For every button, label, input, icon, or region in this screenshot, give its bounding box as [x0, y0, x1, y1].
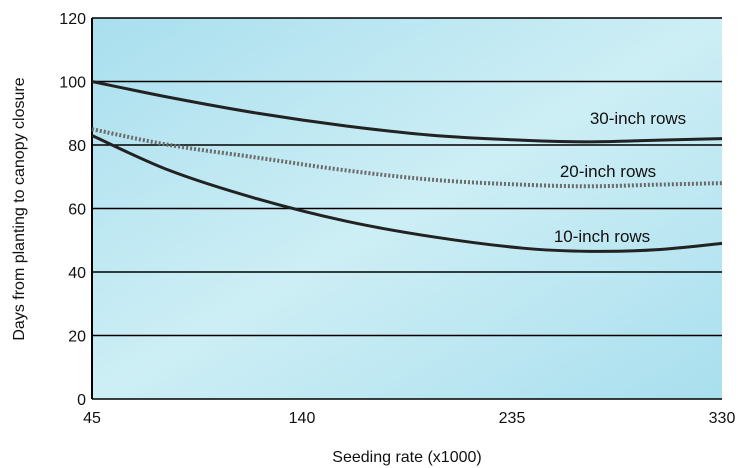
y-tick-label: 0 — [77, 392, 86, 409]
x-tick-label: 45 — [83, 410, 101, 427]
tick-labels: 0 20 40 60 80 100 120 45 140 235 330 — [59, 11, 735, 427]
y-tick-label: 100 — [59, 75, 86, 92]
y-tick-label: 120 — [59, 11, 86, 28]
series-line-1 — [91, 80, 723, 144]
x-tick-label: 235 — [499, 410, 526, 427]
series-labels: 30-inch rows 20-inch rows 10-inch rows — [554, 109, 686, 246]
series-label: 20-inch rows — [560, 162, 656, 181]
y-tick-label: 20 — [68, 329, 86, 346]
y-axis-label: Days from planting to canopy closure — [11, 77, 28, 340]
series-line-2 — [91, 127, 723, 189]
x-axis-label: Seeding rate (x1000) — [332, 449, 481, 466]
y-tick-label: 80 — [68, 138, 86, 155]
series-label: 30-inch rows — [590, 109, 686, 128]
series-line-3 — [91, 134, 723, 253]
y-tick-label: 60 — [68, 202, 86, 219]
series-group — [91, 80, 723, 253]
x-tick-label: 330 — [709, 410, 736, 427]
y-tick-label: 40 — [68, 265, 86, 282]
x-tick-label: 140 — [289, 410, 316, 427]
series-label: 10-inch rows — [554, 227, 650, 246]
